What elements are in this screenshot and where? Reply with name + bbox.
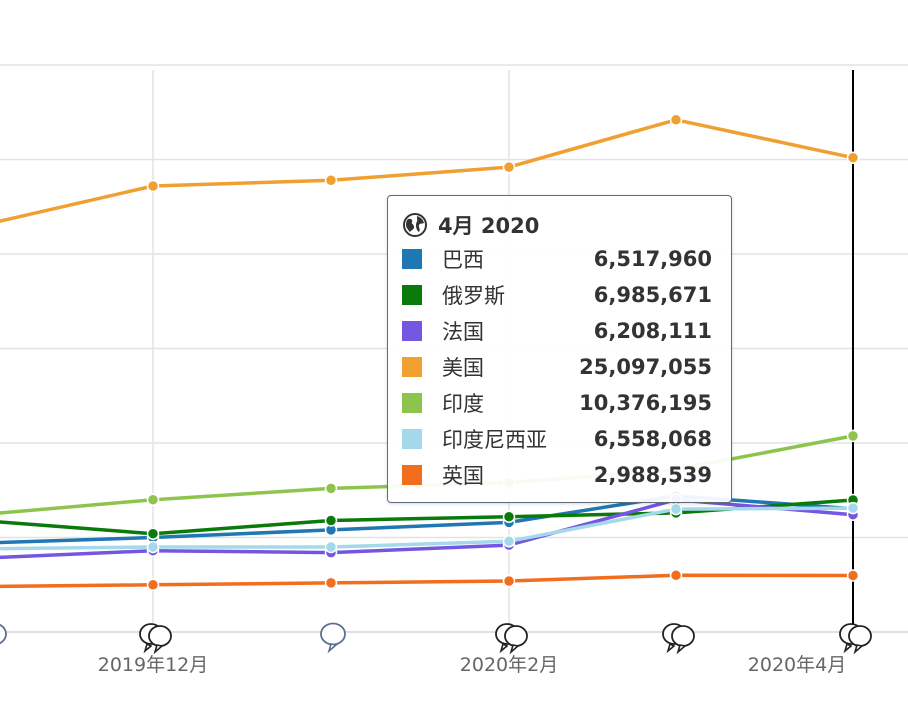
hover-tooltip: 4月 2020 巴西 6,517,960 俄罗斯 6,985,671 法国 6,208,1… — [387, 195, 732, 503]
tooltip-series-value: 6,558,068 — [593, 427, 712, 451]
x-tick-label: 2019年12月 — [98, 654, 209, 676]
data-point[interactable] — [669, 502, 683, 516]
data-point[interactable] — [324, 174, 338, 187]
tooltip-series-value: 10,376,195 — [579, 391, 712, 415]
series-美国 — [0, 113, 860, 223]
data-point[interactable] — [846, 569, 860, 582]
data-point[interactable] — [669, 113, 683, 127]
speech-bubble-icon[interactable] — [0, 623, 7, 652]
series-line — [0, 498, 854, 536]
data-point[interactable] — [146, 527, 160, 540]
data-point[interactable] — [146, 493, 160, 506]
tooltip-row: 法国 6,208,111 — [402, 316, 712, 346]
speech-bubble-icon[interactable] — [320, 622, 346, 654]
series-俄罗斯 — [0, 493, 860, 540]
tooltip-row: 俄罗斯 6,985,671 — [402, 280, 712, 310]
series-印度尼西亚 — [0, 501, 860, 554]
tooltip-series-name: 法国 — [442, 320, 484, 344]
data-point[interactable] — [502, 510, 516, 523]
x-tick-label: 2020年2月 — [460, 654, 558, 676]
data-point[interactable] — [146, 578, 160, 592]
tooltip-series-name: 美国 — [442, 356, 484, 380]
legend-swatch — [402, 357, 422, 377]
legend-swatch — [402, 285, 422, 305]
series-line — [0, 506, 854, 551]
x-axis-ticks: 2019年12月 2020年2月 2020年4月 — [98, 654, 846, 676]
series-line — [0, 573, 854, 589]
tooltip-series-value: 25,097,055 — [579, 355, 712, 379]
tooltip-series-value: 2,988,539 — [593, 463, 712, 487]
x-tick-label: 2020年4月 — [748, 654, 846, 676]
tooltip-series-name: 英国 — [442, 464, 484, 488]
chart-annotations — [0, 622, 872, 655]
tooltip-row: 巴西 6,517,960 — [402, 244, 712, 274]
globe-icon — [403, 213, 427, 237]
data-point[interactable] — [324, 514, 338, 527]
legend-swatch — [402, 465, 422, 485]
tooltip-series-name: 俄罗斯 — [442, 284, 505, 308]
data-point[interactable] — [669, 569, 683, 582]
tooltip-series-value: 6,517,960 — [593, 247, 712, 271]
legend-swatch — [402, 393, 422, 413]
tooltip-title: 4月 2020 — [438, 214, 540, 238]
legend-swatch — [402, 429, 422, 449]
tooltip-series-value: 6,985,671 — [593, 283, 712, 307]
tooltip-series-value: 6,208,111 — [593, 319, 712, 343]
series-line — [0, 118, 854, 223]
tooltip-row: 英国 2,988,539 — [402, 460, 712, 490]
data-point[interactable] — [502, 160, 516, 174]
tooltip-header: 4月 2020 — [402, 210, 539, 240]
data-point[interactable] — [324, 576, 338, 590]
data-point[interactable] — [846, 429, 860, 443]
legend-swatch — [402, 321, 422, 341]
tooltip-row: 印度 10,376,195 — [402, 388, 712, 418]
data-point[interactable] — [502, 574, 516, 588]
speech-bubble-icon[interactable] — [839, 623, 872, 655]
speech-bubble-icon[interactable] — [662, 623, 695, 655]
data-point[interactable] — [146, 179, 160, 193]
data-point[interactable] — [846, 501, 860, 515]
data-point[interactable] — [502, 535, 516, 548]
data-point[interactable] — [324, 540, 338, 554]
series-英国 — [0, 569, 860, 592]
data-point[interactable] — [324, 482, 338, 495]
speech-bubble-icon[interactable] — [495, 623, 528, 655]
tooltip-row: 美国 25,097,055 — [402, 352, 712, 382]
tooltip-series-name: 巴西 — [442, 248, 484, 272]
tooltip-row: 印度尼西亚 6,558,068 — [402, 424, 712, 454]
tooltip-series-name: 印度 — [442, 392, 484, 416]
data-point[interactable] — [846, 151, 860, 164]
data-point[interactable] — [146, 540, 160, 554]
chart-grid — [0, 64, 908, 633]
legend-swatch — [402, 249, 422, 269]
tooltip-series-name: 印度尼西亚 — [442, 428, 547, 452]
speech-bubble-icon[interactable] — [139, 623, 172, 655]
